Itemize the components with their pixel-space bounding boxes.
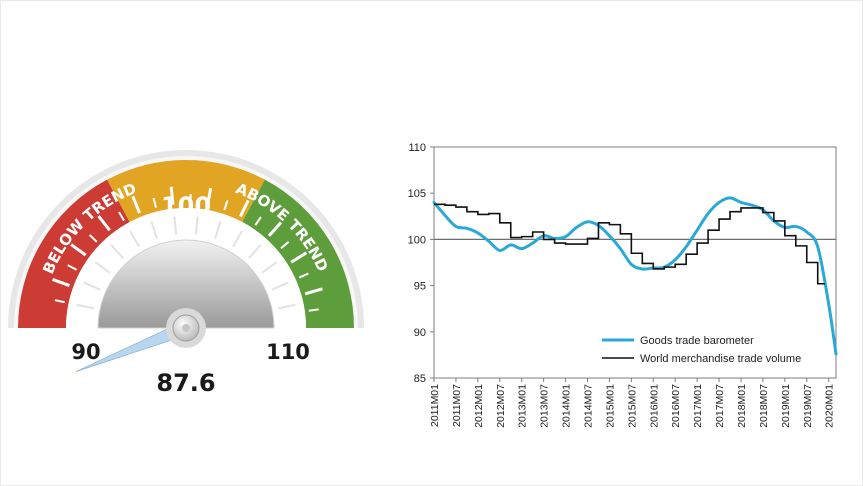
gauge-zone-above <box>242 179 354 328</box>
gauge-face-tick <box>248 244 262 259</box>
gauge-face-tick <box>277 303 296 310</box>
x-tick-label: 2012M01 <box>473 384 485 428</box>
x-tick-label: 2014M07 <box>582 384 594 428</box>
x-tick-label: 2020M01 <box>824 384 836 428</box>
x-tick-label: 2017M07 <box>714 384 726 428</box>
y-tick-label: 85 <box>414 373 426 385</box>
gauge-face-tick <box>271 281 289 291</box>
x-tick-label: 2013M07 <box>539 384 551 428</box>
series-line-goods-barometer <box>432 196 838 356</box>
plot-area <box>433 146 837 379</box>
gauge-face-tick <box>129 230 140 248</box>
x-tick-label: 2016M01 <box>648 384 660 428</box>
gauge-face-tick <box>261 261 278 274</box>
trade-barometer-gauge: BELOW TREND ABOVE TREND 100 90 110 87.6 <box>8 150 364 397</box>
x-tick-label: 2019M07 <box>802 384 814 428</box>
zone-center-label: 100 <box>161 192 211 220</box>
gauge-ticks <box>52 186 323 312</box>
series-line-merchandise-volume <box>434 203 826 285</box>
gauge-tick-mark <box>254 216 262 226</box>
x-tick-label: 2012M07 <box>495 384 507 428</box>
x-tick-label: 2019M01 <box>780 384 792 428</box>
gauge-knob-center <box>182 324 190 332</box>
series-layer <box>432 196 838 356</box>
x-axis: 2011M01 2011M07 2012M01 2012M07 2013M01 2013M… <box>429 378 836 428</box>
x-tick-label: 2017M01 <box>692 384 704 428</box>
gauge-face-tick <box>94 261 111 274</box>
gauge-tick-mark <box>223 200 229 211</box>
gauge-max-label: 110 <box>266 340 310 364</box>
gauge-tick-mark <box>88 234 98 243</box>
y-tick-label: 110 <box>408 142 426 154</box>
gauge-tick-mark <box>54 299 65 304</box>
x-tick-label: 2015M01 <box>604 384 616 428</box>
gauge-face-tick <box>110 244 124 259</box>
gauge-tick-mark <box>70 243 87 257</box>
x-tick-label: 2018M01 <box>736 384 748 428</box>
gauge-min-label: 90 <box>71 340 100 364</box>
gauge-face-tick <box>232 230 243 248</box>
y-tick-label: 100 <box>408 234 426 246</box>
y-axis: 85 90 95 100 105 110 <box>408 142 434 385</box>
gauge-tick-mark <box>169 186 175 205</box>
legend-label-merchandise-volume: World merchandise trade volume <box>640 353 801 365</box>
y-tick-label: 95 <box>414 281 426 293</box>
x-tick-label: 2014M01 <box>561 384 573 428</box>
gauge-face-tick <box>83 281 101 291</box>
gauge-tick-mark <box>206 187 213 207</box>
gauge-face-tick <box>194 216 199 235</box>
gauge-face-tick <box>214 221 222 239</box>
y-tick-label: 90 <box>414 327 426 339</box>
gauge-tick-mark <box>280 241 290 250</box>
x-tick-label: 2016M07 <box>670 384 682 428</box>
gauge-tick-mark <box>290 251 308 264</box>
gauge-tick-mark <box>304 287 323 296</box>
gauge-face-tick <box>150 221 158 239</box>
gauge-tick-mark <box>97 215 111 232</box>
x-tick-label: 2013M01 <box>517 384 529 428</box>
legend: Goods trade barometer World merchandise … <box>602 335 801 365</box>
gauge-tick-mark <box>152 197 157 208</box>
gauge-value-label: 87.6 <box>156 369 215 397</box>
gauge-hub <box>97 239 275 329</box>
gauge-face-tick <box>173 216 178 235</box>
gauge-tick-mark <box>308 308 319 312</box>
gauge-tick-mark <box>267 221 283 237</box>
gauge-tick-mark <box>298 272 309 279</box>
gauge-tick-mark <box>67 264 77 271</box>
x-tick-label: 2015M07 <box>626 384 638 428</box>
y-tick-label: 105 <box>408 188 426 200</box>
x-tick-label: 2018M07 <box>758 384 770 428</box>
x-tick-label: 2011M01 <box>429 384 441 427</box>
gauge-zone-below <box>18 179 130 328</box>
legend-label-goods-barometer: Goods trade barometer <box>640 335 754 347</box>
x-tick-label: 2011M07 <box>451 384 463 427</box>
gauge-tick-mark <box>52 278 70 287</box>
gauge-face-tick <box>76 303 95 310</box>
gauge-tick-mark <box>239 199 250 218</box>
gauge-tick-mark <box>131 195 141 214</box>
gauge-tick-mark <box>118 211 125 222</box>
